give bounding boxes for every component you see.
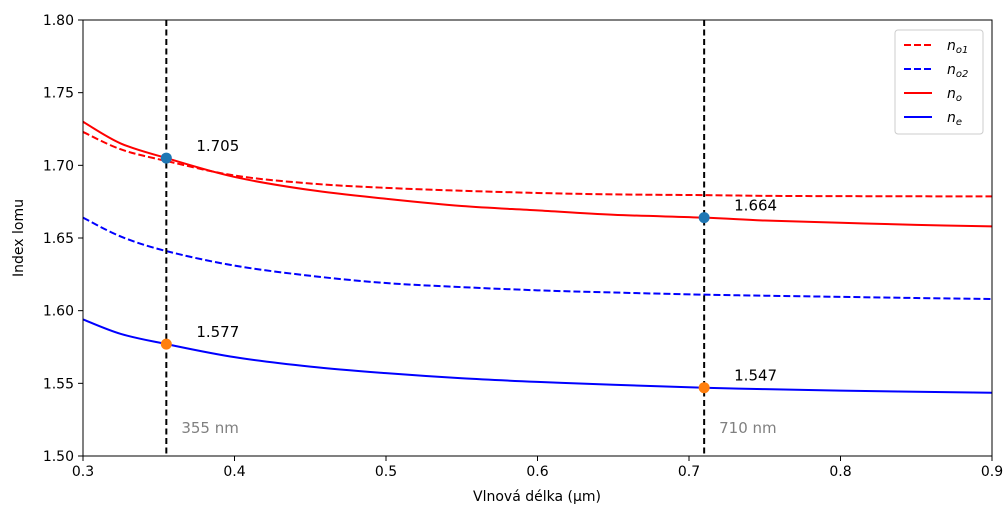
y-tick-label: 1.80 [43, 13, 74, 29]
y-tick-label: 1.70 [43, 158, 74, 174]
y-tick-label: 1.75 [43, 86, 74, 102]
x-tick-label: 0.4 [223, 464, 245, 480]
data-point-label: 1.547 [734, 367, 777, 385]
x-tick-label: 0.5 [375, 464, 397, 480]
y-axis-ticks: 1.50 1.55 1.60 1.65 1.70 1.75 1.80 [43, 13, 83, 465]
x-tick-label: 0.7 [678, 464, 700, 480]
y-axis-label: Index lomu [11, 199, 27, 277]
x-tick-label: 0.6 [526, 464, 548, 480]
vertical-line-label: 710 nm [719, 419, 777, 437]
data-point-label: 1.705 [196, 137, 239, 155]
y-tick-label: 1.55 [43, 376, 74, 392]
series-line-n-o [82, 120, 993, 228]
x-axis-ticks: 0.3 0.4 0.5 0.6 0.7 0.8 0.9 [72, 456, 1003, 480]
x-axis-label: Vlnová délka (µm) [473, 489, 601, 505]
data-point-1.547 [698, 382, 710, 394]
y-tick-label: 1.65 [43, 231, 74, 247]
data-point-label: 1.664 [734, 197, 777, 215]
y-tick-label: 1.60 [43, 304, 74, 320]
data-point-1.664 [698, 212, 710, 224]
points-layer: 1.705 1.577 1.664 1.547 [160, 137, 777, 394]
y-tick-label: 1.50 [43, 449, 74, 465]
series-line-n-e [82, 318, 993, 394]
series-layer [82, 120, 993, 394]
plot-area [83, 20, 992, 456]
series-line-n-o2 [82, 216, 993, 301]
data-point-label: 1.577 [196, 323, 239, 341]
data-point-1.577 [160, 338, 172, 350]
x-tick-label: 0.8 [829, 464, 851, 480]
x-tick-label: 0.9 [981, 464, 1003, 480]
legend-box [894, 29, 984, 135]
x-tick-label: 0.3 [72, 464, 94, 480]
vertical-line-label: 355 nm [181, 419, 239, 437]
data-point-1.705 [160, 152, 172, 164]
series-line-n-o1 [82, 131, 993, 198]
